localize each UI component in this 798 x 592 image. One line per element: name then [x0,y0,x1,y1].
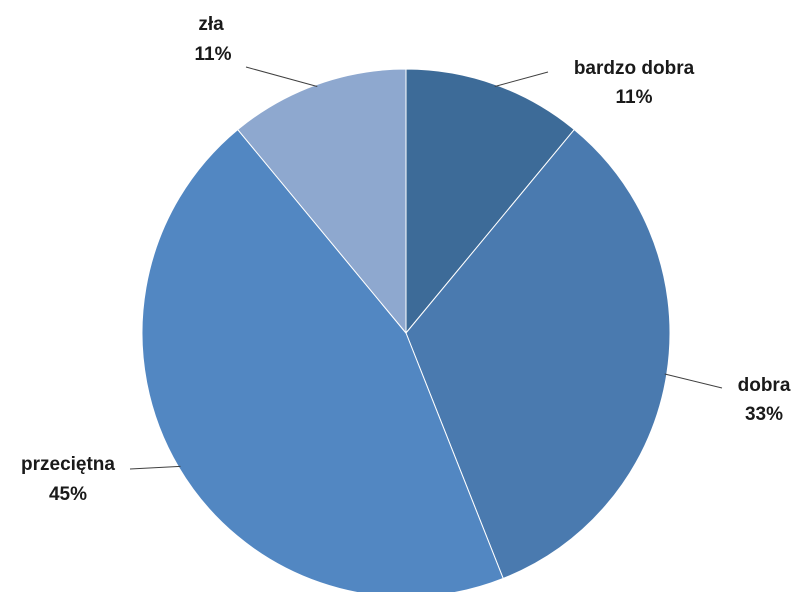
leader-line-1 [494,71,549,87]
pie-slice-3 [141,128,504,592]
slice-label-value: 45% [49,484,87,505]
pie-slices [141,68,671,592]
slice-label-name: zła [198,14,224,35]
slice-label-name: przeciętna [21,454,115,475]
slice-label-name: bardzo dobra [574,58,695,79]
slice-label-value: 33% [745,404,783,425]
slice-label-name: dobra [738,375,791,396]
slice-label-value: 11% [616,87,653,108]
pie-slice-4 [237,68,407,335]
leader-line-3 [129,465,181,470]
leader-lines [129,66,723,470]
pie-slice-1 [405,68,575,335]
slice-label-value: 11% [195,44,232,65]
leader-line-4 [245,66,318,87]
leader-line-2 [664,373,723,389]
